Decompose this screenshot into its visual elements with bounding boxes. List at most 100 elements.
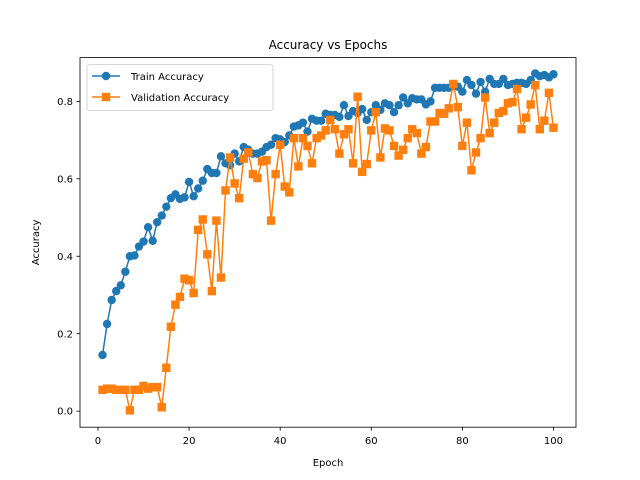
data-point	[303, 141, 312, 151]
data-point	[503, 99, 513, 108]
data-point	[143, 223, 153, 232]
data-point	[289, 133, 299, 143]
data-point	[535, 125, 544, 134]
data-point	[285, 188, 294, 197]
data-point	[198, 215, 207, 224]
y-tick-label: 0.6	[57, 174, 73, 185]
data-point	[430, 117, 440, 126]
data-point	[494, 108, 503, 118]
data-point	[112, 286, 121, 296]
data-point	[417, 149, 426, 158]
data-point	[184, 276, 194, 285]
data-point	[162, 363, 171, 372]
data-point	[130, 385, 139, 395]
data-point	[298, 133, 308, 143]
x-axis: 0 20 40 60 80 100	[95, 427, 563, 447]
data-point	[189, 288, 198, 298]
data-point	[385, 101, 394, 110]
data-point	[371, 107, 381, 117]
data-point	[362, 159, 371, 169]
legend-box	[86, 64, 274, 111]
data-point	[148, 236, 157, 245]
data-point	[216, 273, 226, 282]
data-point	[385, 126, 394, 135]
data-point	[439, 109, 449, 118]
data-point	[130, 251, 139, 260]
data-point	[398, 93, 408, 102]
data-point	[362, 115, 371, 125]
data-point	[212, 216, 221, 225]
x-tick-label: 80	[456, 436, 469, 447]
data-point	[193, 184, 203, 193]
data-point	[153, 382, 162, 392]
data-point	[526, 100, 535, 109]
data-point	[193, 225, 203, 235]
data-point	[230, 179, 239, 188]
data-point	[312, 133, 321, 143]
legend-validation-marker	[101, 92, 111, 102]
data-point	[321, 126, 330, 135]
data-point	[462, 118, 472, 127]
data-point	[531, 80, 540, 90]
data-point	[244, 148, 253, 157]
series-layer	[98, 69, 558, 415]
data-point	[344, 125, 353, 134]
data-point	[476, 133, 485, 143]
data-point	[453, 102, 463, 112]
data-point	[490, 118, 499, 127]
y-axis: 0.0 0.2 0.4 0.6 0.8	[57, 97, 80, 418]
x-axis-title: Epoch	[313, 458, 344, 469]
data-point	[262, 156, 271, 165]
data-point	[153, 217, 162, 227]
data-point	[298, 118, 308, 127]
data-point	[180, 274, 189, 283]
data-point	[471, 148, 481, 157]
y-tick-label: 0.0	[57, 407, 73, 418]
data-point	[121, 385, 130, 395]
data-point	[339, 130, 349, 139]
data-point	[198, 176, 207, 185]
x-tick-label: 20	[183, 436, 196, 447]
series-train	[98, 69, 558, 360]
x-tick-label: 40	[274, 436, 287, 447]
y-tick-label: 0.2	[57, 329, 73, 340]
data-point	[380, 124, 390, 133]
data-point	[221, 186, 230, 195]
data-point	[549, 123, 558, 132]
data-point	[157, 403, 166, 412]
data-point	[357, 104, 367, 114]
data-point	[107, 295, 116, 305]
data-point	[248, 169, 258, 179]
data-point	[485, 128, 494, 138]
data-point	[394, 151, 403, 160]
data-point	[316, 116, 326, 125]
data-point	[166, 322, 176, 331]
series-validation	[98, 79, 558, 415]
data-point	[225, 153, 235, 162]
data-point	[508, 97, 517, 107]
data-point	[102, 384, 112, 393]
data-point	[275, 140, 285, 149]
legend-train-label: Train Accuracy	[130, 72, 204, 83]
data-point	[426, 117, 435, 126]
data-point	[458, 141, 467, 151]
data-point	[499, 74, 508, 84]
data-point	[216, 152, 226, 161]
data-point	[444, 104, 453, 113]
data-point	[212, 168, 221, 178]
data-point	[239, 154, 248, 163]
data-point	[116, 385, 125, 395]
data-point	[412, 128, 422, 138]
legend-train-marker	[101, 71, 111, 81]
data-point	[112, 385, 121, 395]
y-tick-label: 0.8	[57, 97, 73, 108]
data-point	[389, 107, 399, 117]
data-point	[435, 108, 444, 118]
data-point	[376, 153, 385, 162]
data-point	[307, 159, 317, 168]
data-point	[157, 211, 166, 220]
data-point	[234, 193, 244, 203]
data-point	[521, 113, 531, 122]
data-point	[203, 250, 212, 259]
legend-entry-train: Train Accuracy	[92, 71, 204, 83]
